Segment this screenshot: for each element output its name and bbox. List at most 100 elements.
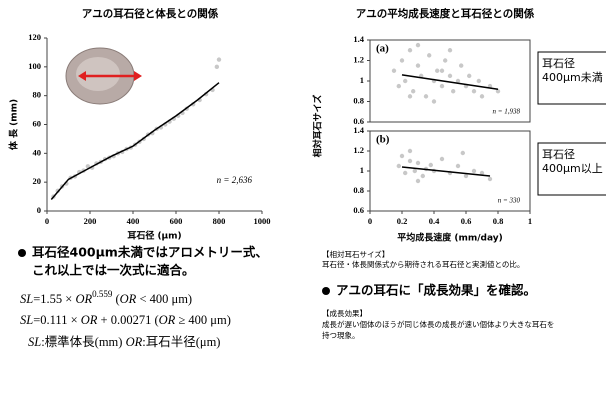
- arrow-head: [134, 71, 142, 81]
- equation: SL=1.55 × OR0.559 (OR < 400 μm): [20, 289, 192, 306]
- note: 【成長効果】: [322, 308, 367, 318]
- point: [448, 48, 452, 52]
- point: [472, 89, 476, 93]
- point: [416, 63, 420, 67]
- note: 耳石径・体長関係式から期待される耳石径と実測値との比。: [322, 259, 524, 269]
- point: [217, 57, 221, 61]
- x-tick-label: 0.6: [461, 216, 472, 226]
- point: [443, 58, 447, 62]
- point: [429, 163, 433, 167]
- point: [411, 89, 415, 93]
- fit-line: [51, 83, 219, 200]
- bullet: [18, 249, 26, 257]
- y-tick-label: 0.8: [353, 95, 364, 105]
- point: [400, 58, 404, 62]
- y-tick-label: 1.4: [353, 34, 364, 44]
- panel-label: (a): [376, 43, 389, 55]
- point: [215, 65, 219, 69]
- x-axis-label: 平均成長速度 (mm/day): [397, 232, 503, 244]
- x-tick-label: 1: [528, 216, 532, 226]
- x-tick-label: 0: [368, 216, 372, 226]
- note: 持つ現象。: [322, 330, 360, 340]
- point: [397, 164, 401, 168]
- bullet: [322, 287, 330, 295]
- x-tick-label: 800: [213, 216, 226, 226]
- note: 【相対耳石サイズ】: [322, 249, 389, 259]
- chart-title: アユの耳石径と体長との関係: [82, 7, 219, 20]
- x-tick-label: 0.8: [493, 216, 504, 226]
- equation: SL=0.111 × OR + 0.00271 (OR ≥ 400 μm): [20, 313, 231, 327]
- y-tick-label: 40: [33, 147, 42, 157]
- point: [461, 151, 465, 155]
- point: [432, 99, 436, 103]
- y-axis-label: 相対耳石サイズ: [312, 95, 324, 158]
- y-tick-label: 1.4: [353, 125, 364, 135]
- y-tick-label: 0.8: [353, 185, 364, 195]
- point: [424, 94, 428, 98]
- point: [403, 79, 407, 83]
- y-tick-label: 1: [360, 165, 364, 175]
- point: [440, 84, 444, 88]
- y-tick-label: 1: [360, 75, 364, 85]
- y-tick-label: 120: [28, 32, 41, 42]
- point: [392, 69, 396, 73]
- x-tick-label: 600: [170, 216, 183, 226]
- y-tick-label: 0.6: [353, 205, 364, 215]
- x-axis-label: 耳石径 (μm): [127, 230, 181, 242]
- annotation: n = 1,938: [493, 108, 521, 116]
- point: [464, 174, 468, 178]
- point: [472, 169, 476, 173]
- annotation: n = 2,636: [217, 175, 253, 185]
- page: 耳石径400μm未満ではアロメトリー式、 これ以上では一次式に適合。 SL=1.…: [0, 0, 606, 401]
- point: [440, 157, 444, 161]
- y-axis-label: 体 長 (mm): [8, 99, 20, 150]
- point: [477, 79, 481, 83]
- point: [421, 174, 425, 178]
- x-tick-label: 0.4: [429, 216, 440, 226]
- point: [456, 164, 460, 168]
- y-tick-label: 100: [28, 61, 41, 71]
- y-tick-label: 1.2: [353, 145, 364, 155]
- y-tick-label: 20: [33, 176, 42, 186]
- point: [416, 43, 420, 47]
- equation: SL:標準体長(mm) OR:耳石半径(μm): [28, 334, 220, 349]
- chart-title: アユの平均成長速度と耳石径との関係: [356, 7, 535, 20]
- bullet-text: 耳石径400μm未満ではアロメトリー式、: [32, 245, 268, 260]
- point: [488, 177, 492, 181]
- panel-label: (b): [376, 134, 390, 146]
- point: [408, 48, 412, 52]
- note: 成長が遅い個体のほうが同じ体長の成長が速い個体より大きな耳石を: [322, 319, 554, 329]
- bullet-text: アユの耳石に「成長効果」を確認。: [336, 283, 536, 298]
- box-text: 400μm以上: [542, 162, 603, 175]
- point: [451, 89, 455, 93]
- point: [408, 149, 412, 153]
- point: [440, 69, 444, 73]
- point: [480, 94, 484, 98]
- x-tick-label: 200: [84, 216, 97, 226]
- y-tick-label: 0: [37, 205, 41, 215]
- point: [459, 63, 463, 67]
- point: [467, 74, 471, 78]
- x-tick-label: 400: [127, 216, 140, 226]
- box-text: 耳石径: [542, 57, 575, 70]
- point: [413, 169, 417, 173]
- bullet-text: これ以上では一次式に適合。: [32, 263, 195, 278]
- point: [416, 179, 420, 183]
- box-text: 400μm未満: [542, 71, 603, 84]
- point: [403, 171, 407, 175]
- y-tick-label: 1.2: [353, 54, 364, 64]
- x-tick-label: 1000: [254, 216, 271, 226]
- x-tick-label: 0: [45, 216, 49, 226]
- x-tick-label: 0.2: [397, 216, 408, 226]
- box-text: 耳石径: [542, 148, 575, 161]
- annotation: n = 330: [498, 197, 521, 205]
- point: [408, 94, 412, 98]
- point: [400, 154, 404, 158]
- point: [408, 159, 412, 163]
- y-tick-label: 80: [33, 90, 42, 100]
- y-tick-label: 60: [33, 118, 42, 128]
- point: [416, 161, 420, 165]
- point: [448, 74, 452, 78]
- point: [435, 69, 439, 73]
- point: [427, 53, 431, 57]
